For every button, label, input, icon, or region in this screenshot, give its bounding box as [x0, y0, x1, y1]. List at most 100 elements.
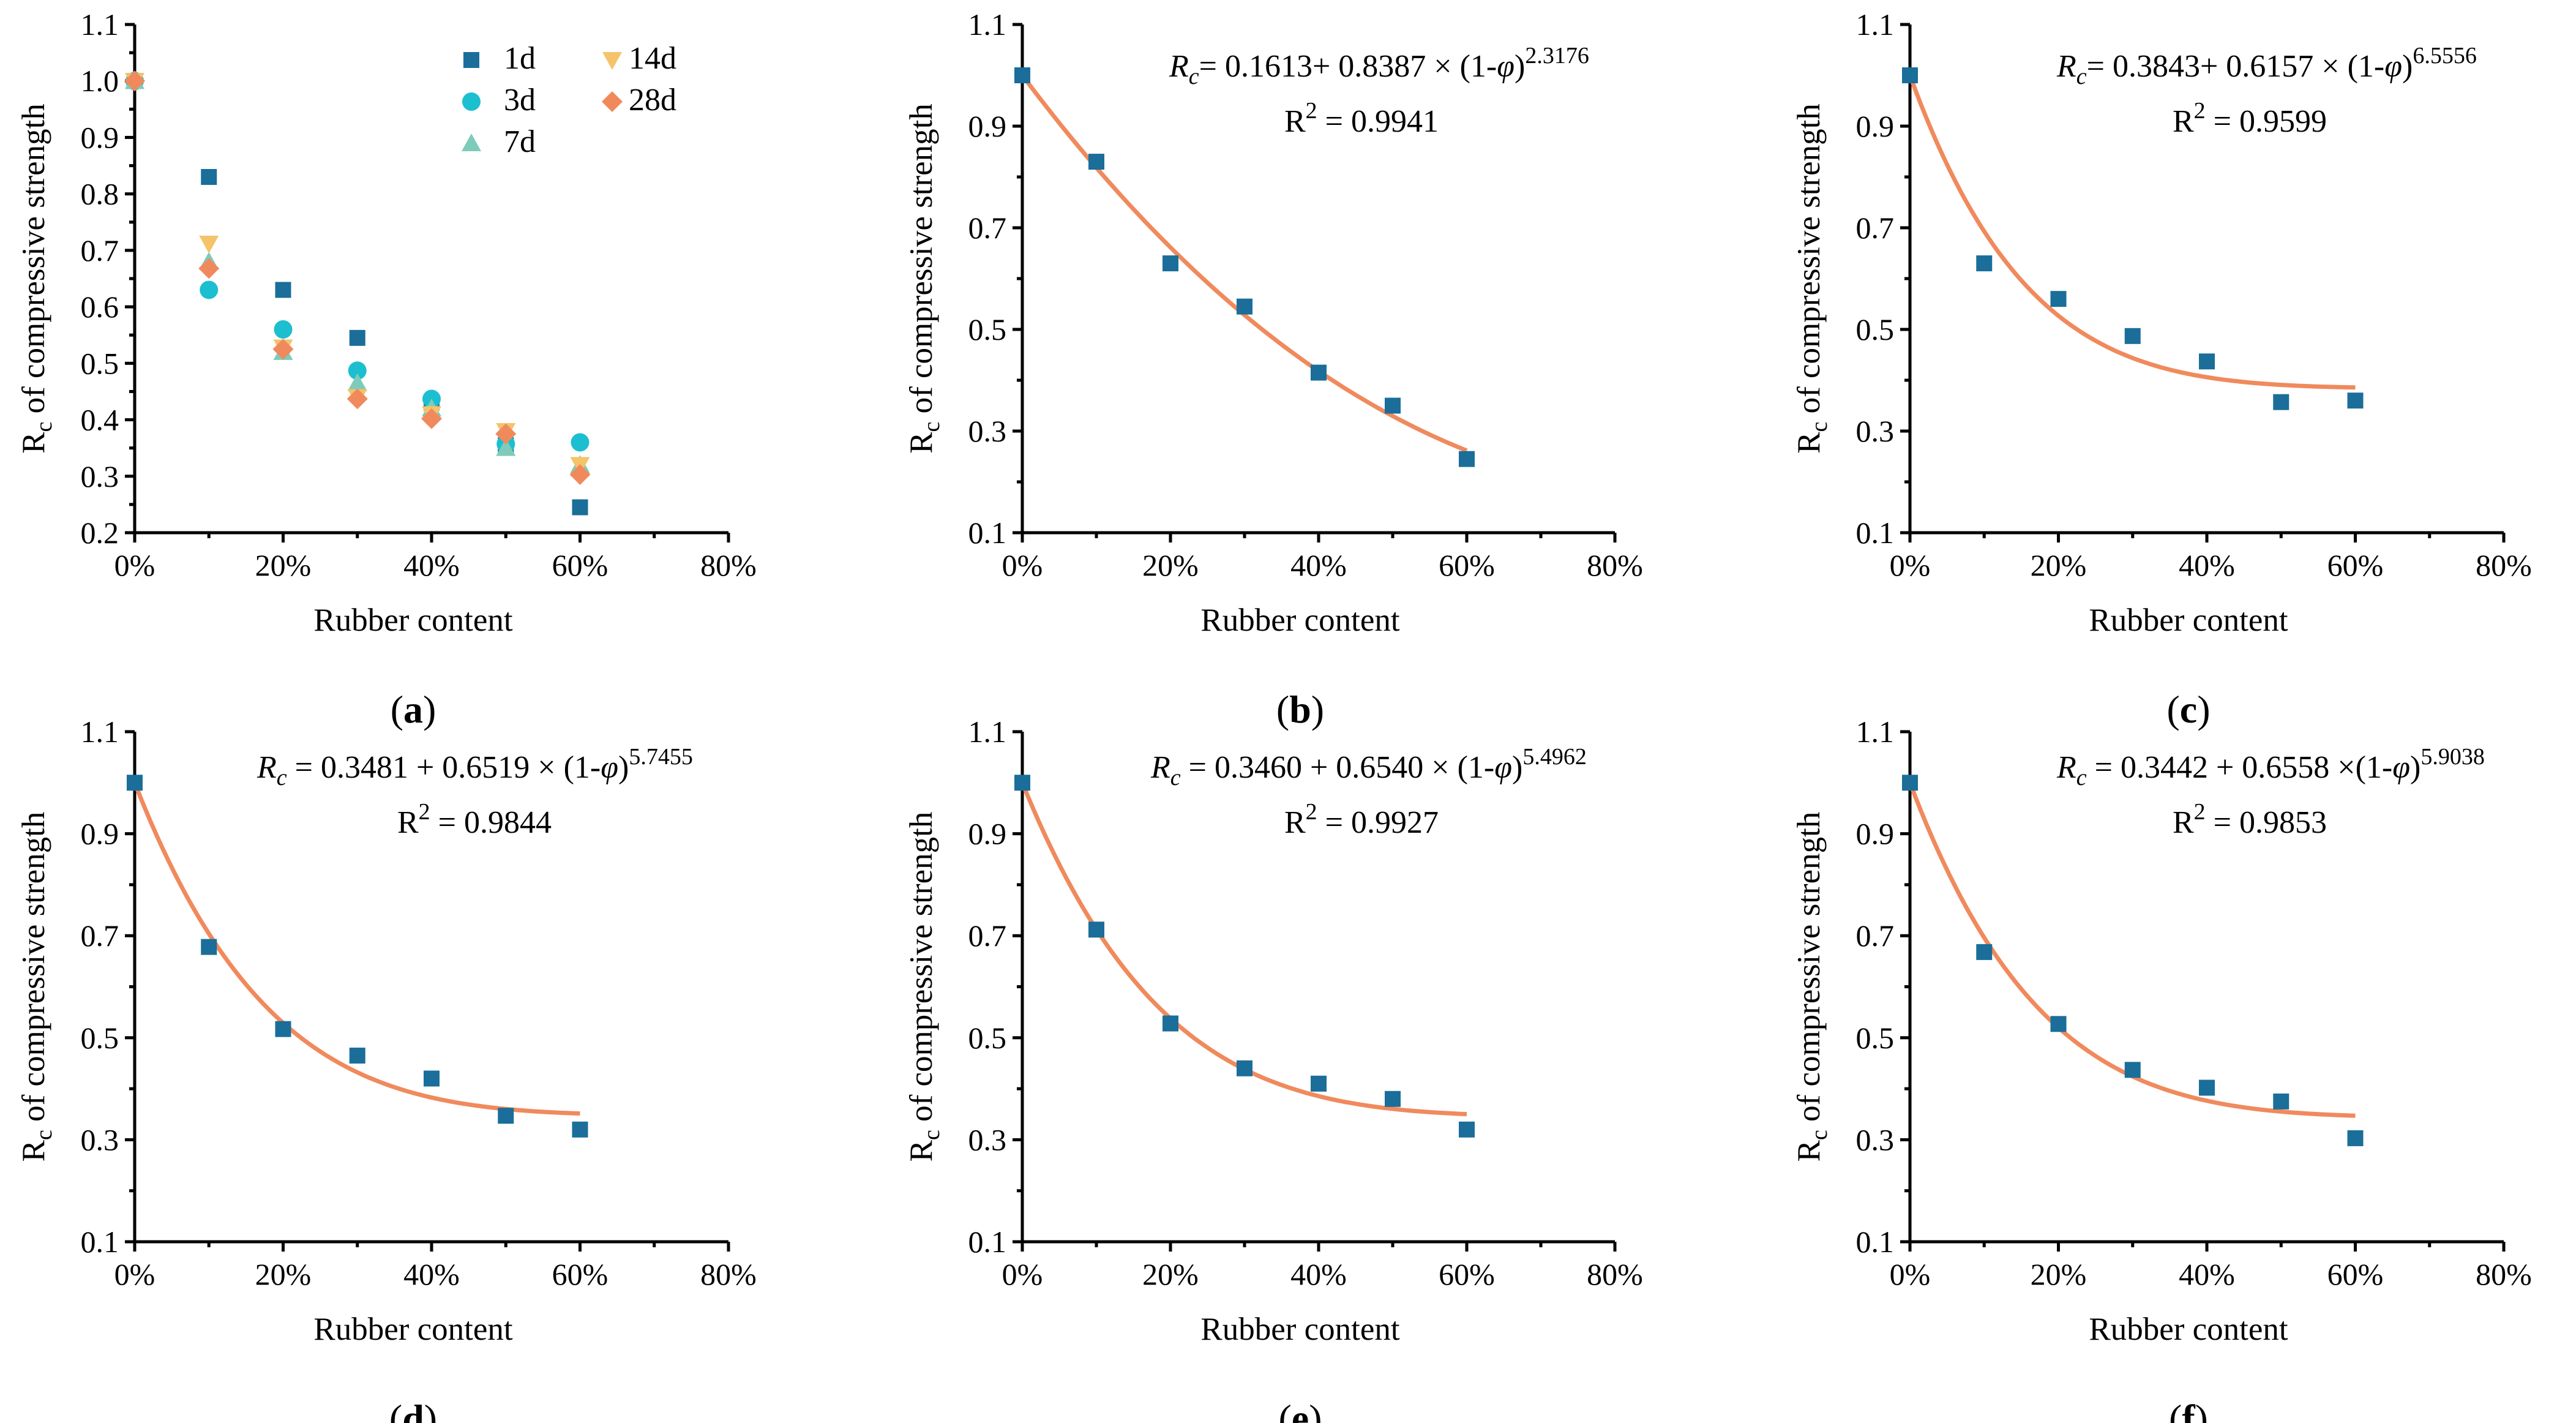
equation-exponent: 5.4962 [1522, 744, 1587, 770]
y-axis-title-main: R [904, 432, 939, 454]
equation-phi: φ [2384, 49, 2402, 84]
y-tick-label: 0.5 [1856, 312, 1895, 347]
x-tick-label: 0% [114, 1257, 155, 1291]
y-axis-title-sub: c [919, 1130, 945, 1140]
data-point [1014, 775, 1030, 791]
equation-close: ) [1512, 750, 1522, 785]
data-point [348, 361, 367, 380]
y-axis-title: Rc of compressive strength [16, 103, 57, 454]
y-axis-title-sub: c [31, 1130, 57, 1140]
x-tick-label: 40% [1290, 1257, 1347, 1291]
data-point [2199, 353, 2215, 370]
series-7d [127, 775, 588, 1138]
data-point [346, 388, 368, 410]
r-squared: R2 = 0.9927 [1284, 799, 1439, 840]
x-axis-title: Rubber content [1200, 603, 1400, 638]
data-point [2050, 291, 2067, 307]
y-tick-label: 0.1 [968, 516, 1007, 550]
data-point [572, 499, 588, 516]
chart-panel-a: 0% 20% 40% 60% 80% 0.2 0.3 0.4 0.5 0.6 0.7 0.8 0.9 1.… [16, 7, 757, 731]
equation-lhs-sub: c [1170, 765, 1181, 790]
panel-label-close: ) [1309, 1397, 1322, 1423]
series-14d [1014, 775, 1475, 1138]
data-point [1976, 255, 1993, 272]
equation-body: = 0.1613+ 0.8387 × (1- [1199, 49, 1497, 84]
x-tick-label: 20% [2031, 548, 2087, 582]
data-point [2273, 394, 2290, 410]
panel-label-open: ( [1278, 1397, 1291, 1423]
x-tick-label: 60% [2327, 548, 2384, 582]
panel-label-open: ( [391, 688, 403, 731]
equation-exponent: 5.9038 [2421, 744, 2485, 770]
y-tick-label: 0.3 [1856, 414, 1895, 448]
data-point [1902, 67, 1918, 83]
x-tick-label: 80% [700, 548, 757, 582]
equation-body: = 0.3460 + 0.6540 × (1- [1181, 750, 1495, 785]
legend-marker [602, 91, 623, 112]
y-tick-label: 1.1 [1856, 715, 1895, 749]
y-tick-label: 0.3 [968, 1122, 1007, 1157]
r2-sup: 2 [1306, 98, 1317, 124]
r2-sup: 2 [419, 799, 430, 825]
equation-lhs-sub: c [1189, 64, 1199, 89]
r2-label: R [1284, 805, 1306, 840]
y-tick-label: 0.9 [1856, 817, 1895, 851]
data-point [275, 1021, 291, 1037]
equation-lhs: R [1169, 49, 1189, 84]
y-tick-label: 0.1 [1856, 516, 1895, 550]
y-tick-label: 0.7 [81, 233, 119, 268]
x-tick-label: 0% [1002, 1257, 1043, 1291]
legend-label: 7d [504, 124, 536, 159]
equation-close: ) [618, 750, 629, 785]
y-axis-title-sub: c [31, 422, 57, 432]
y-tick-label: 0.1 [81, 1225, 119, 1259]
panel-label-letter: e [1292, 1397, 1309, 1423]
legend-marker [462, 133, 481, 151]
data-point [1014, 67, 1030, 83]
x-axis-title: Rubber content [313, 1312, 513, 1347]
y-axis-title-sub: c [1807, 422, 1832, 432]
y-tick-label: 0.5 [1856, 1021, 1895, 1055]
panel-label-letter: f [2182, 1397, 2195, 1423]
x-tick-label: 0% [1890, 1257, 1931, 1291]
panel-label-open: ( [389, 1397, 402, 1423]
data-point [498, 1108, 514, 1124]
y-axis-title-rest: of compressive strength [1791, 103, 1827, 422]
r2-sup: 2 [2194, 799, 2206, 825]
data-point [201, 939, 217, 955]
data-point [272, 339, 294, 360]
y-axis-title-sub: c [919, 422, 945, 432]
data-point [571, 433, 590, 452]
data-point [1088, 922, 1104, 938]
x-axis-title: Rubber content [2089, 603, 2288, 638]
data-point [349, 1047, 365, 1064]
equation-exponent: 2.3176 [1525, 43, 1589, 69]
y-tick-label: 0.5 [968, 1021, 1007, 1055]
y-tick-label: 0.5 [81, 346, 119, 380]
y-tick-label: 1.1 [81, 715, 119, 749]
y-tick-label: 1.0 [81, 64, 119, 98]
series-3d [1902, 67, 2364, 410]
chart-panel-b: 0% 20% 40% 60% 80% 0.1 0.3 0.5 0.7 0.9 1.1 Rubber c… [904, 7, 1643, 731]
panel-label-open: ( [2169, 1397, 2182, 1423]
x-tick-label: 60% [2327, 1257, 2384, 1291]
data-point [1088, 154, 1104, 170]
equation-phi: φ [1497, 49, 1515, 84]
x-tick-label: 20% [1142, 1257, 1199, 1291]
x-tick-label: 80% [700, 1257, 757, 1291]
fit-equation: Rc = 0.3481 + 0.6519 × (1-φ)5.7455 [256, 744, 693, 790]
y-axis-title-main: R [1791, 432, 1827, 454]
r2-label: R [397, 805, 419, 840]
data-point [1163, 1015, 1178, 1032]
data-point [199, 235, 219, 253]
r2-value: = 0.9844 [430, 805, 552, 840]
y-axis-title: Rc of compressive strength [16, 812, 57, 1162]
x-tick-label: 20% [255, 548, 312, 582]
x-tick-label: 40% [2179, 1257, 2235, 1291]
data-point [1902, 775, 1918, 791]
panel-label-open: ( [1276, 688, 1289, 731]
r-squared: R2 = 0.9853 [2173, 799, 2327, 840]
panel-label: (b) [1276, 688, 1324, 731]
x-tick-label: 80% [2476, 548, 2532, 582]
